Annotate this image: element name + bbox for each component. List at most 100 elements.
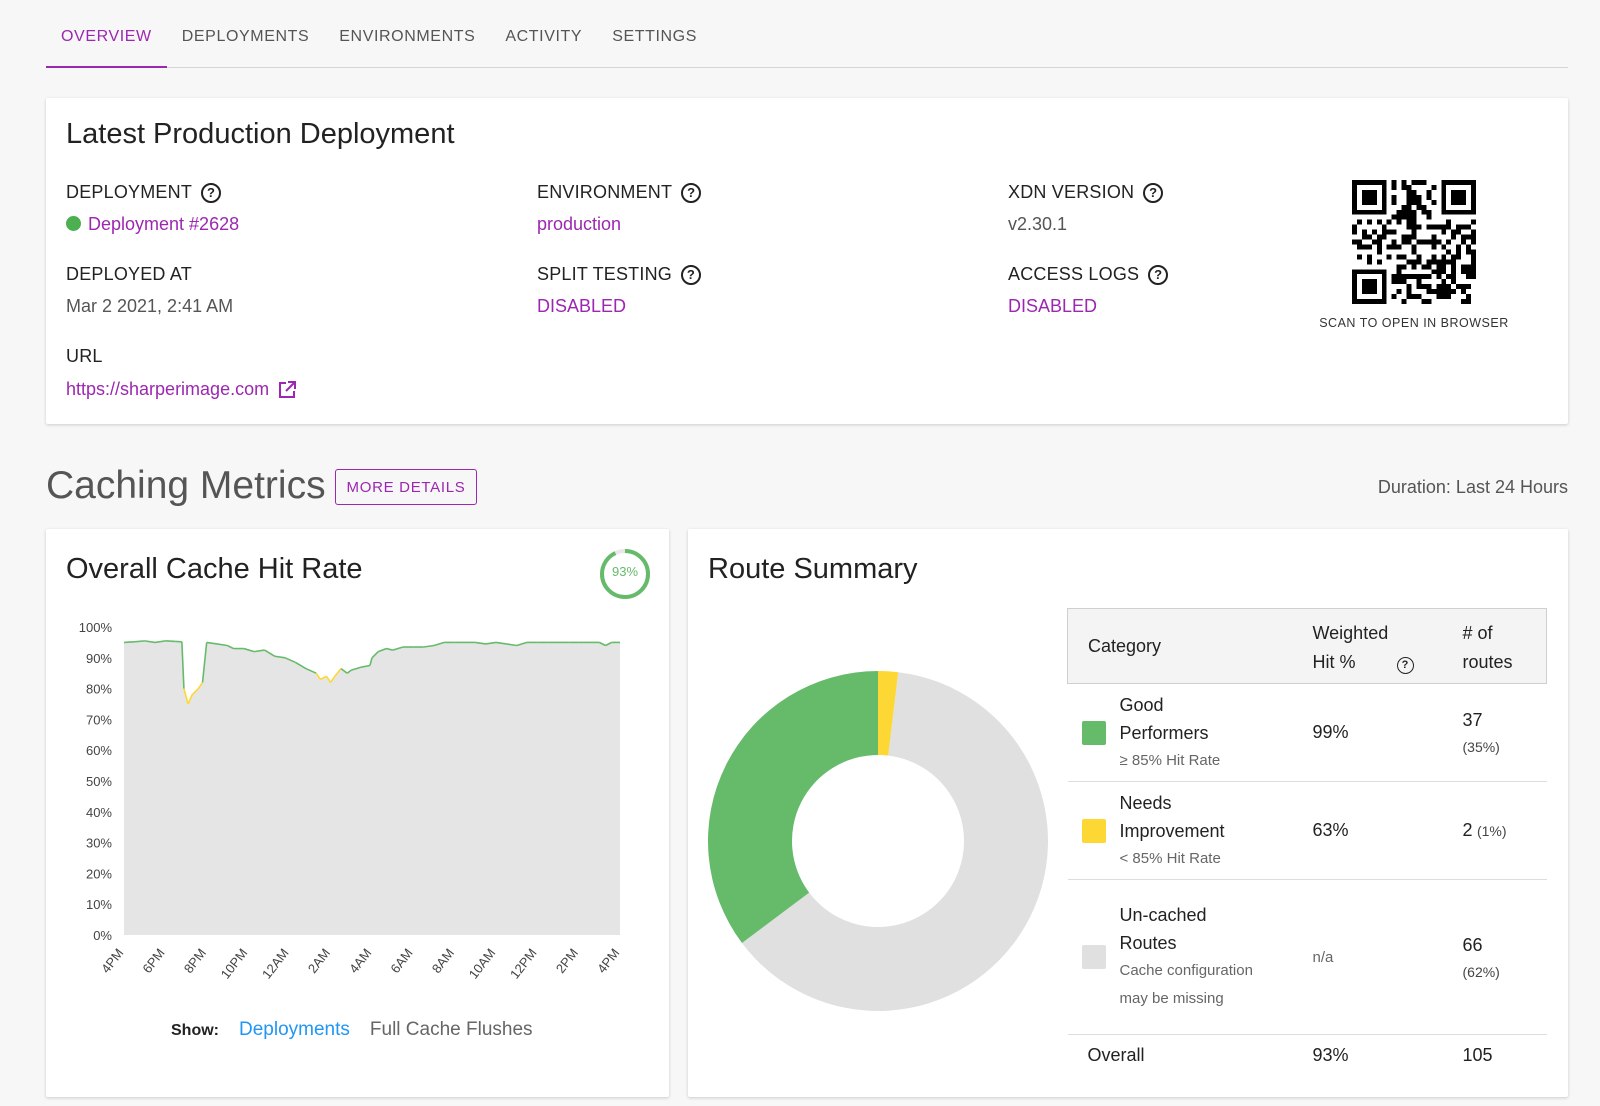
hit-rate-line-segment <box>506 643 517 647</box>
show-deployments-toggle[interactable]: Deployments <box>239 1019 350 1040</box>
hit-rate-area <box>124 640 620 935</box>
hit-rate-badge: 93% <box>611 564 639 579</box>
help-icon[interactable]: ? <box>680 264 701 285</box>
hit-rate-line-segment <box>183 688 189 705</box>
route-category-criteria: ≥ 85% Hit Rate <box>1119 751 1221 769</box>
hit-rate-line-segment <box>206 641 218 645</box>
route-weighted-hit: 99% <box>1312 722 1349 742</box>
more-details-button[interactable]: MORE DETAILS <box>335 469 477 505</box>
route-summary-table-wrap: Category Weighted Hit %? # of routes Goo… <box>1067 608 1547 1077</box>
qr-code[interactable] <box>1352 180 1476 304</box>
y-tick-label: 100% <box>79 620 113 635</box>
duration-text: Duration: Last 24 Hours <box>1377 477 1568 497</box>
hit-rate-line-segment <box>315 672 321 680</box>
hit-rate-line-segment <box>392 646 404 651</box>
hit-rate-line-segment <box>319 675 327 681</box>
route-count: 2 <box>1462 820 1473 840</box>
hit-rate-ring <box>600 549 650 599</box>
status-dot-icon <box>66 216 81 231</box>
help-icon[interactable]: ? <box>1396 657 1414 674</box>
donut-slice[interactable] <box>878 671 899 756</box>
tab-settings[interactable]: SETTINGS <box>612 28 697 45</box>
x-tick-label: 2AM <box>305 946 333 976</box>
donut-slice[interactable] <box>741 672 1048 1011</box>
help-icon[interactable]: ? <box>1148 264 1169 285</box>
x-tick-label: 8PM <box>181 946 209 976</box>
access-logs-link[interactable]: DISABLED <box>1008 296 1098 316</box>
table-row: Needs Improvement < 85% Hit Rate 63% 2 (… <box>1067 782 1547 880</box>
xdn-version-label: XDN VERSION ? <box>1008 182 1164 203</box>
hit-rate-line-segment <box>144 640 156 644</box>
deployment-link-text: Deployment #2628 <box>88 214 240 234</box>
x-tick-label: 10AM <box>466 946 499 982</box>
deployment-label: DEPLOYMENT ? <box>66 182 222 203</box>
help-icon[interactable]: ? <box>201 182 222 203</box>
xdn-version-value: v2.30.1 <box>1008 214 1068 234</box>
hit-rate-line-segment <box>516 641 528 647</box>
hit-rate-line-segment <box>598 641 606 647</box>
hit-rate-line-segment <box>475 641 486 645</box>
hit-rate-line-segment <box>495 641 507 645</box>
column-header-routes-text: # of routes <box>1462 623 1513 672</box>
route-category-name: Good Performers <box>1119 694 1209 743</box>
show-label: Show: <box>171 1022 219 1039</box>
environment-link[interactable]: production <box>537 214 622 234</box>
hit-rate-line-segment <box>605 641 613 647</box>
cache-hit-rate-chart: 100% 90% 80% 70% 60% 50% 40% 30% 20% 10% 0% 4PM 6PM 8… <box>79 620 623 982</box>
legend-swatch <box>1081 818 1106 843</box>
route-count-percent: (1%) <box>1476 823 1507 839</box>
route-category-cell: Un-cached Routes Cache configuration may… <box>1068 880 1313 1035</box>
y-tick-label: 90% <box>86 651 112 666</box>
hit-rate-line-segment <box>305 667 317 674</box>
y-tick-label: 50% <box>86 774 112 789</box>
help-icon[interactable]: ? <box>1143 182 1164 203</box>
x-tick-label: 6PM <box>139 946 167 976</box>
route-count: 37 <box>1462 710 1483 730</box>
route-count-cell: 37 (35%) <box>1463 684 1547 782</box>
url-link[interactable]: https://sharperimage.com <box>66 379 297 400</box>
legend-swatch <box>1081 945 1106 969</box>
hit-rate-line-segment <box>330 675 336 683</box>
help-icon[interactable]: ? <box>681 182 702 203</box>
route-summary-donut <box>708 671 1048 1011</box>
environment-label-text: ENVIRONMENT <box>537 182 673 202</box>
cache-hit-rate-title: Overall Cache Hit Rate <box>66 553 363 585</box>
column-header-weighted-hit-text: Weighted Hit % <box>1312 623 1389 672</box>
overall-route-count: 105 <box>1462 1045 1493 1066</box>
split-testing-label: SPLIT TESTING ? <box>537 264 701 285</box>
hit-rate-line-segment <box>243 647 255 653</box>
donut-slice[interactable] <box>708 671 878 943</box>
tab-environments[interactable]: ENVIRONMENTS <box>339 28 476 45</box>
hit-rate-line-segment <box>325 675 332 683</box>
nav-tabs: OVERVIEW DEPLOYMENTS ENVIRONMENTS ACTIVI… <box>46 18 1568 68</box>
tab-deployments[interactable]: DEPLOYMENTS <box>181 28 310 45</box>
split-testing-link[interactable]: DISABLED <box>537 296 627 316</box>
tab-activity[interactable]: ACTIVITY <box>505 28 583 45</box>
overall-label: Overall <box>1087 1045 1145 1066</box>
hit-rate-line-segment <box>361 664 371 668</box>
hit-rate-line-segment <box>377 647 387 653</box>
route-category-cell: Needs Improvement < 85% Hit Rate <box>1068 782 1313 880</box>
chart-show-controls: Show: Deployments Full Cache Flushes <box>171 1019 533 1041</box>
route-summary-title: Route Summary <box>708 553 918 585</box>
split-testing-label-text: SPLIT TESTING <box>537 264 672 284</box>
hit-rate-line-segment <box>369 657 373 666</box>
deployment-card-title: Latest Production Deployment <box>66 118 455 150</box>
tab-overview[interactable]: OVERVIEW <box>46 18 167 68</box>
hit-rate-line-segment <box>284 657 296 664</box>
access-logs-label: ACCESS LOGS ? <box>1008 264 1169 285</box>
hit-rate-line-segment <box>351 666 362 671</box>
hit-rate-line-segment <box>334 668 342 677</box>
hit-rate-line-segment <box>423 644 435 648</box>
y-tick-label: 30% <box>86 836 112 851</box>
table-row: Un-cached Routes Cache configuration may… <box>1067 880 1547 1035</box>
column-header-weighted-hit: Weighted Hit %? <box>1313 609 1463 684</box>
deployed-at-value: Mar 2 2021, 2:41 AM <box>66 296 234 316</box>
y-tick-label: 60% <box>86 743 112 758</box>
hit-rate-line-segment <box>197 681 204 690</box>
x-tick-label: 8AM <box>429 946 457 976</box>
show-full-cache-flushes-toggle[interactable]: Full Cache Flushes <box>369 1019 533 1040</box>
deployment-link[interactable]: Deployment #2628 <box>66 214 239 235</box>
x-tick-label: 12AM <box>259 946 292 982</box>
hit-rate-line-segment <box>264 649 276 657</box>
